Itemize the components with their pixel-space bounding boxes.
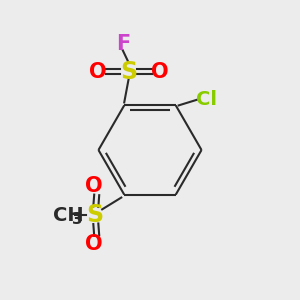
- Text: Cl: Cl: [196, 90, 217, 109]
- Text: CH: CH: [53, 206, 84, 225]
- Text: 3: 3: [72, 212, 83, 226]
- Text: O: O: [85, 176, 102, 196]
- Text: F: F: [116, 34, 130, 53]
- Text: O: O: [85, 234, 102, 254]
- Text: O: O: [151, 61, 168, 82]
- Text: S: S: [120, 59, 137, 83]
- Text: O: O: [89, 61, 106, 82]
- Text: S: S: [86, 203, 104, 227]
